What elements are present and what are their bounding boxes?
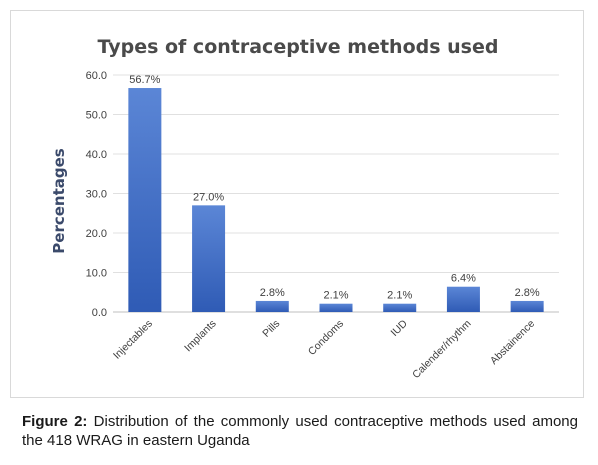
bar: [510, 300, 544, 312]
y-tick-label: 40.0: [86, 149, 107, 161]
figure-caption-text: Distribution of the commonly used contra…: [22, 413, 578, 449]
y-tick-label: 20.0: [86, 228, 107, 240]
data-label: 27.0%: [193, 191, 224, 203]
x-tick-label: IUD: [389, 317, 411, 339]
bar: [128, 88, 162, 312]
y-tick-label: 0.0: [92, 307, 107, 319]
x-tick-label: Implants: [182, 318, 219, 355]
y-axis-label: Percentages: [50, 148, 68, 254]
data-label: 56.7%: [129, 74, 160, 86]
x-tick-label: Calender/rhythm: [410, 317, 474, 381]
bar-chart: Types of contraceptive methods used Perc…: [50, 36, 559, 381]
figure-label: Figure 2:: [22, 413, 88, 430]
y-tick-label: 10.0: [86, 268, 107, 280]
data-label: 2.1%: [387, 290, 412, 302]
y-tick-label: 60.0: [86, 70, 107, 82]
x-tick-label: Abstainence: [488, 318, 537, 367]
y-tick-label: 30.0: [86, 189, 107, 201]
x-tick-label: Pills: [260, 318, 282, 340]
data-label: 2.8%: [515, 287, 540, 299]
bar: [319, 303, 353, 312]
figure-caption: Figure 2: Distribution of the commonly u…: [22, 412, 578, 450]
chart-frame: Types of contraceptive methods used Perc…: [10, 10, 584, 398]
data-label: 6.4%: [451, 273, 476, 285]
chart-title: Types of contraceptive methods used: [98, 36, 499, 58]
data-label: 2.1%: [323, 290, 348, 302]
bar: [255, 300, 289, 312]
x-tick-label: Injectables: [111, 318, 155, 362]
bar: [446, 286, 480, 312]
y-tick-label: 50.0: [86, 110, 107, 122]
data-label: 2.8%: [260, 287, 285, 299]
x-tick-label: Condoms: [306, 318, 346, 358]
bar: [192, 205, 226, 312]
bar: [383, 303, 417, 312]
